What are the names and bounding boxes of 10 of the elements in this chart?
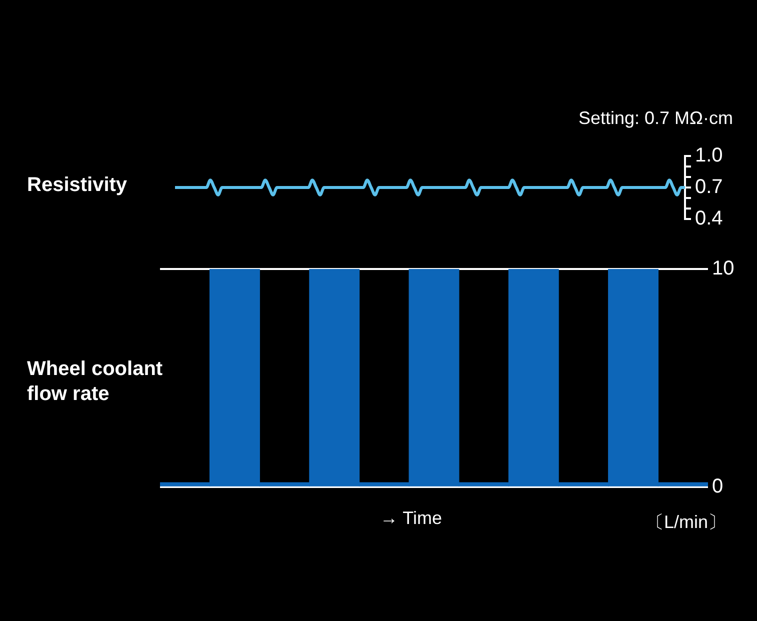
y-tick-label: 0.4 [695,208,723,230]
y-tick-label: 0 [712,476,724,498]
y-tick-label: 0.7 [695,176,723,198]
y-tick-label: 1.0 [695,144,723,167]
text: 〔L/min〕 [646,511,726,534]
y-tick-label: 10 [712,258,734,280]
x-axis-title: → Time [380,508,442,529]
y-axis-title: Resistivity [27,173,128,198]
text: Setting: 0.7 MΩ·cm [578,108,733,129]
y-axis-title: Wheel coolant flow rate [27,357,164,407]
